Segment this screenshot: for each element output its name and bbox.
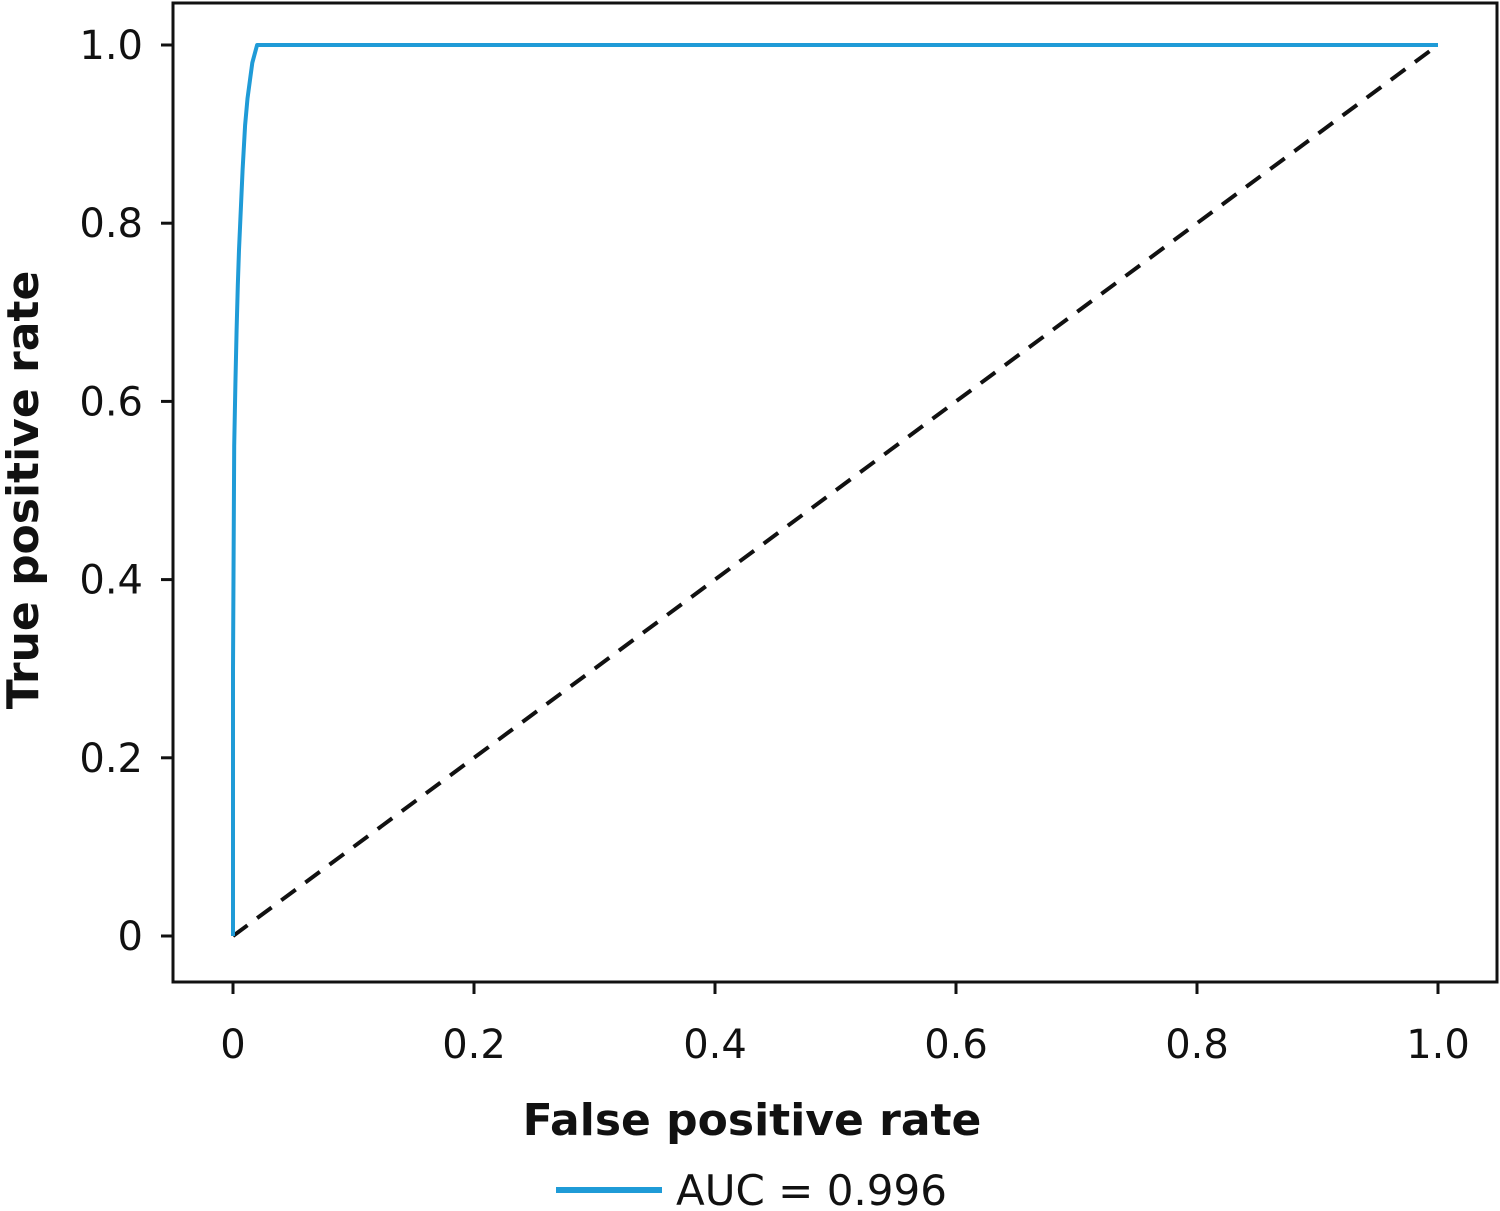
x-tick-label-2: 0.4 (683, 1022, 747, 1068)
plot-frame (171, 1, 1499, 984)
y-tick-label-1: 0.2 (79, 736, 143, 782)
x-tick-label-5: 1.0 (1406, 1022, 1470, 1068)
y-tick-label-4: 0.8 (79, 201, 143, 247)
y-axis-ticks: 0 0.2 0.4 0.6 0.8 1.0 (79, 23, 173, 960)
x-axis-title: False positive rate (523, 1095, 982, 1146)
legend: AUC = 0.996 (556, 1166, 947, 1211)
y-axis-title: True positive rate (0, 271, 49, 710)
x-tick-label-4: 0.8 (1165, 1022, 1229, 1068)
y-tick-label-0: 0 (118, 914, 143, 960)
chance-diagonal-line (231, 43, 1440, 938)
roc-curve-line (231, 43, 1438, 936)
legend-label-auc: AUC = 0.996 (676, 1166, 947, 1211)
x-tick-label-0: 0 (220, 1022, 245, 1068)
y-tick-label-5: 1.0 (79, 23, 143, 69)
y-tick-label-3: 0.6 (79, 379, 143, 425)
y-tick-label-2: 0.4 (79, 558, 143, 604)
x-tick-label-1: 0.2 (442, 1022, 506, 1068)
x-axis-ticks: 0 0.2 0.4 0.6 0.8 1.0 (220, 982, 1470, 1068)
x-tick-label-3: 0.6 (924, 1022, 988, 1068)
series-layer (231, 43, 1440, 938)
